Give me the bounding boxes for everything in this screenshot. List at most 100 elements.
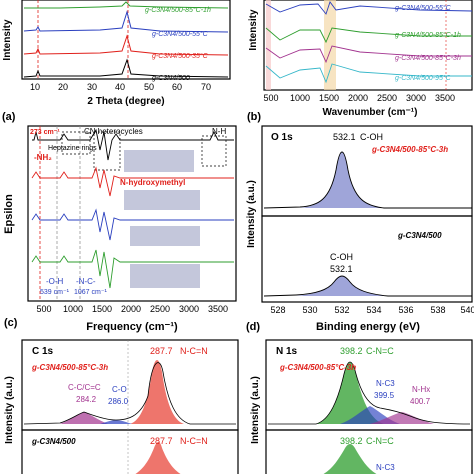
xrd-label-55c: g-C3N4/500-55°C <box>152 30 209 38</box>
panel-b-ticks: 500 1000 1500 2000 2500 3000 3500 <box>263 93 455 103</box>
annot-539: 539 cm⁻¹ <box>40 289 70 296</box>
o1s-top-sample: g-C3N4/500-85°C-3h <box>371 145 448 154</box>
o1s-bottom-fill <box>296 276 388 296</box>
molecule-image-1 <box>124 150 194 172</box>
svg-text:500: 500 <box>263 93 278 103</box>
svg-text:3000: 3000 <box>406 93 426 103</box>
svg-text:40: 40 <box>115 82 125 92</box>
o1s-top-fill <box>300 152 384 208</box>
panel-b-ylabel: Intensity <box>248 9 259 51</box>
ftir-label-85c1h: g-C3N4/500-85°C-1h <box>395 31 461 39</box>
c1s-p3-label: C-O <box>112 385 127 394</box>
c1s-p1: 287.7 <box>150 346 173 356</box>
svg-text:2000: 2000 <box>121 304 141 314</box>
svg-text:2500: 2500 <box>150 304 170 314</box>
c1s-top-sample: g-C3N4/500-85°C-3h <box>31 363 108 372</box>
xrd-label-85c1h: g-C3N4/500-85°C-1h <box>145 6 211 14</box>
n1s-p2-label: N-C3 <box>376 379 395 388</box>
c1s-fill-red <box>130 360 184 424</box>
c1s-title: C 1s <box>32 346 54 357</box>
epsilon-black <box>32 128 234 161</box>
panel-c-xlabel: Frequency (cm⁻¹) <box>86 321 178 333</box>
n1s-p1: 398.2 <box>340 346 363 356</box>
o1s-bottom-peak: 532.1 <box>330 264 353 274</box>
svg-text:3500: 3500 <box>208 304 228 314</box>
svg-text:528: 528 <box>270 305 285 315</box>
panel-b-ftir: Intensity g-C3N4/500-55°C g-C3N4/500-85°… <box>247 0 473 123</box>
xrd-curve-55c <box>23 10 229 33</box>
n1s-p2: 399.5 <box>374 391 395 400</box>
panel-c-epsilon: Epsilon 273 cm⁻¹ -NH₂ Heptazine rings CN… <box>3 125 237 333</box>
ftir-label-55c: g-C3N4/500-55°C <box>395 4 452 12</box>
svg-text:2000: 2000 <box>348 93 368 103</box>
molecule-image-4 <box>130 264 200 288</box>
annot-nc: -N-C- <box>76 277 96 286</box>
ftir-curve-85c3h <box>265 45 472 64</box>
c1s-fill-red-bottom <box>135 442 181 474</box>
c1s-p2: 284.2 <box>76 395 97 404</box>
panel-a-xlabel: 2 Theta (degree) <box>87 96 164 107</box>
xrd-label-500: g-C3N4/500 <box>152 75 190 82</box>
svg-text:50: 50 <box>144 82 154 92</box>
svg-text:1500: 1500 <box>92 304 112 314</box>
n1s-title: N 1s <box>276 346 298 357</box>
panel-o1s: O 1s 532.1 C-OH g-C3N4/500-85°C-3h g-C3N… <box>246 125 474 333</box>
svg-text:530: 530 <box>302 305 317 315</box>
panel-a-ylabel: Intensity <box>2 19 13 61</box>
svg-text:1000: 1000 <box>290 93 310 103</box>
svg-text:538: 538 <box>430 305 445 315</box>
ftir-label-85c3h: g-C3N4/500-85°C-3h <box>395 54 461 62</box>
n1s-fill-purple <box>370 412 434 424</box>
xrd-label-35c: g-C3N4/500-35°C <box>152 52 209 60</box>
panel-c-ylabel: Epsilon <box>3 194 15 234</box>
n1s-top-sample: g-C3N4/500-85°C-3h <box>279 363 356 372</box>
o1s-title: O 1s <box>271 132 293 143</box>
svg-text:10: 10 <box>30 82 40 92</box>
svg-text:3000: 3000 <box>179 304 199 314</box>
n1s-ylabel: Intensity (a.u.) <box>250 376 261 444</box>
svg-text:70: 70 <box>201 82 211 92</box>
c1s-fill-blue <box>100 420 132 424</box>
xrd-curve-35c <box>23 34 229 56</box>
n1s-bottom-p1-label: C-N=C <box>366 436 394 446</box>
svg-text:3500: 3500 <box>435 93 455 103</box>
c1s-fill-purple <box>60 412 108 424</box>
n1s-bottom-p1: 398.2 <box>340 436 363 446</box>
o1s-bottom-sample: g-C3N4/500 <box>397 231 442 240</box>
ftir-curve-95c <box>265 63 472 84</box>
n1s-fill-green-bottom <box>323 444 377 474</box>
panel-c-letter: (c) <box>4 317 18 329</box>
annot-nh2: -NH₂ <box>34 153 52 162</box>
o1s-top-peak: 532.1 <box>333 132 356 142</box>
panel-a-ticks: 10 20 30 40 50 60 70 <box>30 82 211 92</box>
epsilon-blue <box>31 208 234 241</box>
o1s-top-label: C-OH <box>360 132 383 142</box>
n1s-p3-label: N-Hx <box>412 385 430 394</box>
svg-text:534: 534 <box>366 305 381 315</box>
o1s-bottom-data <box>263 275 472 297</box>
annot-273: 273 cm⁻¹ <box>30 129 60 136</box>
svg-text:532: 532 <box>334 305 349 315</box>
svg-text:540: 540 <box>460 305 474 315</box>
c1s-bottom-p1-label: N-C=N <box>180 436 208 446</box>
n1s-bottom-p2-label: N-C3 <box>376 463 395 472</box>
c1s-p3: 286.0 <box>108 397 129 406</box>
annot-oh: -O-H <box>46 277 64 286</box>
molecule-image-2 <box>124 190 200 210</box>
c1s-top-data <box>23 362 236 425</box>
epsilon-green <box>31 249 234 289</box>
annot-1067: 1067 cm⁻¹ <box>74 289 108 296</box>
ftir-curve-85c1h <box>265 27 472 44</box>
xrd-curve-500 <box>23 58 229 78</box>
svg-text:30: 30 <box>87 82 97 92</box>
c1s-p2-label: C-C/C=C <box>68 383 101 392</box>
panel-b-xlabel: Wavenumber (cm⁻¹) <box>323 107 418 118</box>
o1s-xlabel: Binding energy (eV) <box>316 321 420 333</box>
xrd-curve-85c1h <box>24 1 229 9</box>
svg-text:1000: 1000 <box>63 304 83 314</box>
c1s-ylabel: Intensity (a.u.) <box>4 376 15 444</box>
panel-c1s: C 1s g-C3N4/500-85°C-3h 287.7 N-C=N C-C/… <box>4 339 239 474</box>
panel-a-xrd: Intensity g-C3N4/500-85°C-1h g-C3N4/500-… <box>2 0 231 123</box>
c1s-p1-label: N-C=N <box>180 346 208 356</box>
